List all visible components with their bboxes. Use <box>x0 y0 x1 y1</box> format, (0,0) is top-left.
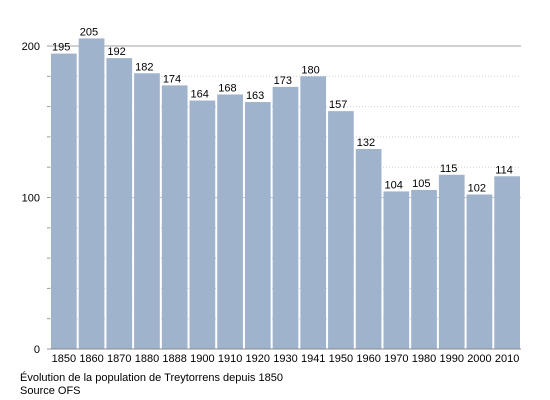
data-label: 115 <box>440 163 458 175</box>
data-label: 195 <box>52 42 70 54</box>
data-label: 132 <box>357 137 375 149</box>
bar <box>134 73 160 350</box>
bar <box>78 38 105 350</box>
x-tick-label: 1900 <box>190 353 214 365</box>
data-label: 180 <box>301 64 319 76</box>
data-label: 174 <box>163 73 181 85</box>
x-tick-label: 1941 <box>301 353 325 365</box>
bar <box>355 149 382 349</box>
data-label: 192 <box>107 46 125 58</box>
x-tick-label: 2010 <box>495 353 519 365</box>
x-tick-label: 1870 <box>107 353 131 365</box>
x-tick-label: 2000 <box>467 353 491 365</box>
bar <box>300 76 327 350</box>
data-label: 168 <box>218 82 236 94</box>
x-tick-label: 1888 <box>162 353 186 365</box>
data-label: 182 <box>135 61 153 73</box>
data-label: 114 <box>495 164 513 176</box>
chart-caption: Évolution de la population de Treytorren… <box>20 372 283 384</box>
y-tick-label: 0 <box>34 344 40 356</box>
x-tick-label: 1970 <box>384 353 408 365</box>
data-label: 157 <box>329 99 347 111</box>
data-label: 102 <box>468 182 486 194</box>
bar <box>438 174 465 349</box>
bar <box>466 194 493 349</box>
data-label: 205 <box>80 26 98 38</box>
x-tick-label: 1920 <box>246 353 270 365</box>
x-tick-label: 1930 <box>273 353 297 365</box>
bar <box>328 111 354 350</box>
bar <box>383 191 410 349</box>
data-label: 163 <box>246 90 264 102</box>
data-label: 173 <box>274 75 292 87</box>
bar <box>244 102 271 350</box>
x-tick-label: 1960 <box>356 353 380 365</box>
y-tick-label: 200 <box>22 41 40 53</box>
x-tick-label: 1910 <box>218 353 242 365</box>
bar <box>189 100 216 349</box>
x-tick-label: 1950 <box>329 353 353 365</box>
bar <box>106 58 133 350</box>
data-label: 104 <box>384 179 402 191</box>
x-tick-label: 1990 <box>439 353 463 365</box>
bar <box>51 53 77 349</box>
data-label: 105 <box>412 178 430 190</box>
bar <box>272 86 299 349</box>
y-tick-label: 100 <box>22 193 40 205</box>
x-tick-label: 1880 <box>135 353 159 365</box>
bar <box>161 85 188 349</box>
x-tick-label: 1850 <box>52 353 76 365</box>
bar <box>494 176 520 349</box>
bar <box>411 189 437 349</box>
bar <box>217 94 243 349</box>
data-label: 164 <box>191 89 209 101</box>
x-tick-label: 1860 <box>79 353 103 365</box>
x-tick-label: 1980 <box>412 353 436 365</box>
chart-source: Source OFS <box>20 385 81 397</box>
